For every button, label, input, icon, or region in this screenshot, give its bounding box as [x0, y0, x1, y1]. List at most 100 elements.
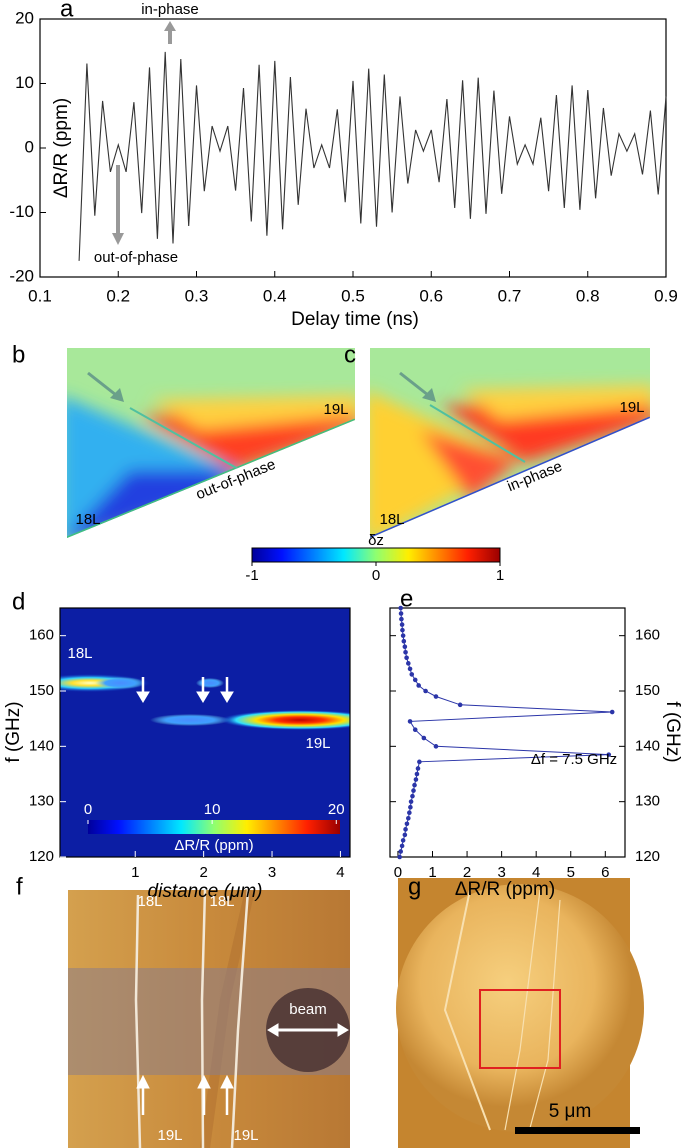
colorbar-dz [251, 547, 501, 563]
panel-label: c [344, 341, 356, 368]
data-point [409, 672, 415, 677]
y-tick-label: 150 [29, 682, 54, 699]
x-tick-label: 0.4 [263, 286, 287, 305]
x-tick-label: 4 [532, 864, 540, 881]
x-tick-label: 1 [131, 864, 139, 881]
intensity-spot [95, 677, 145, 689]
image-label: 18L [137, 893, 162, 910]
x-tick-label: 0.8 [576, 286, 600, 305]
data-point [407, 719, 413, 724]
x-tick-label: 0.9 [654, 286, 678, 305]
region [150, 395, 355, 430]
data-point [423, 688, 428, 694]
data-point [414, 771, 420, 777]
data-point [403, 649, 408, 655]
data-point [402, 644, 408, 650]
panel-label: e [400, 585, 413, 612]
y-tick-label: 120 [29, 848, 54, 865]
plot-frame [59, 607, 351, 858]
data-point [413, 777, 419, 782]
data-point [411, 788, 416, 793]
layer-label: 19L [323, 401, 348, 418]
arrow-head [136, 691, 150, 703]
afm-image-g [396, 878, 644, 1148]
data-point [606, 752, 612, 757]
arrow-head [422, 388, 436, 402]
annotation: Δf = 7.5 GHz [531, 751, 617, 768]
colorbar-tick-label: 0 [372, 567, 380, 584]
data-point [404, 821, 410, 827]
x-tick-label: 0.3 [185, 286, 209, 305]
annotation: 18L [67, 645, 92, 662]
colorbar-tick-label: 1 [496, 567, 504, 584]
edge-line [230, 889, 250, 1148]
data-point [408, 804, 413, 810]
plot-frame [39, 18, 667, 278]
data-point [400, 633, 406, 638]
data-point [403, 827, 408, 832]
arrow-head [136, 1074, 150, 1089]
image-label: 19L [233, 1127, 258, 1144]
x-tick-label: 3 [497, 864, 505, 881]
heatmap-image [60, 608, 350, 857]
data-point [412, 727, 418, 733]
data-point [417, 759, 422, 765]
annotation: out-of-phase [94, 249, 178, 266]
signal-line [78, 51, 667, 261]
x-tick-label: 3 [268, 864, 276, 881]
panel-label: b [12, 341, 25, 368]
edge-line [134, 894, 142, 1148]
layer-label: 18L [75, 511, 100, 528]
x-tick-label: 0.2 [106, 286, 130, 305]
x-tick-label: 0 [394, 864, 402, 881]
data-point [416, 683, 421, 688]
y-tick-label: -20 [9, 266, 34, 285]
colorbar-tick-label: 20 [328, 801, 345, 818]
data-point [398, 605, 404, 611]
data-point [401, 638, 407, 644]
data-point [457, 702, 463, 708]
intensity-spot [220, 710, 350, 730]
phase-arrows [112, 21, 176, 245]
image-label: 19L [157, 1127, 182, 1144]
data-point [433, 694, 439, 699]
layer-label: 19L [619, 399, 644, 416]
y-tick-label: -10 [9, 202, 34, 221]
arrow [87, 371, 117, 397]
data-point [399, 616, 404, 622]
x-tick-label: 2 [463, 864, 471, 881]
x-tick-label: 4 [336, 864, 344, 881]
region [420, 430, 520, 500]
y-tick-label: 140 [29, 737, 54, 754]
arrow-head [112, 233, 124, 245]
y-tick-label: 20 [15, 8, 34, 27]
panel-label: d [12, 588, 25, 615]
data-point [407, 666, 413, 672]
data-point [433, 744, 439, 749]
y-axis-label: f (GHz) [662, 701, 683, 762]
edge [370, 416, 650, 538]
x-tick-label: 1 [428, 864, 436, 881]
data-point [410, 793, 415, 799]
layer-label: 18L [379, 511, 404, 528]
colorbar-tick-label: 0 [84, 801, 92, 818]
x-axis-label: distance (μm) [148, 881, 263, 902]
y-tick-label: 0 [25, 137, 34, 156]
data-point [397, 854, 402, 860]
intensity-spot [196, 678, 224, 688]
arrow-head [337, 1023, 349, 1037]
fold [443, 889, 491, 1131]
data-point [399, 622, 405, 627]
image-label: beam [289, 1001, 327, 1018]
y-tick-label: 130 [29, 793, 54, 810]
fold [504, 889, 541, 1131]
y-tick-label: 130 [635, 793, 660, 810]
y-tick-label: 140 [635, 737, 660, 754]
y-tick-label: 160 [29, 627, 54, 644]
data-point [609, 709, 615, 715]
scale-bar [515, 1127, 640, 1134]
arrow-head [267, 1023, 279, 1037]
x-axis-label: ΔR/R (ppm) [455, 879, 555, 900]
x-tick-label: 2 [199, 864, 207, 881]
